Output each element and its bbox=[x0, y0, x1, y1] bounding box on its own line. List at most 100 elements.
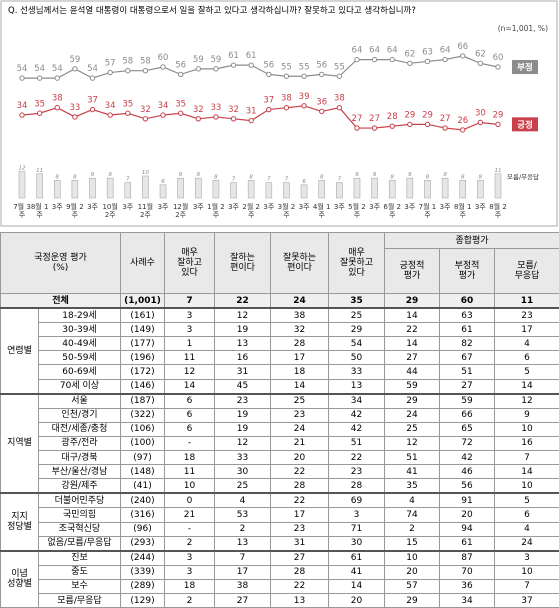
value-cell: 4 bbox=[494, 521, 559, 537]
row-label: 50-59세 bbox=[37, 350, 122, 366]
value-cell: 7 bbox=[494, 578, 559, 594]
bar bbox=[106, 177, 114, 199]
value-cell: 3 bbox=[494, 549, 559, 566]
total-cell: 22 bbox=[214, 293, 272, 310]
value-cell: (129) bbox=[120, 592, 166, 608]
bar-label: 7 bbox=[338, 177, 342, 183]
value-label: 36 bbox=[316, 97, 327, 107]
point bbox=[371, 125, 378, 131]
bar-label: 8 bbox=[479, 174, 483, 180]
value-cell: 2 bbox=[214, 521, 272, 537]
value-label: 66 bbox=[457, 42, 468, 52]
value-cell: 17 bbox=[270, 507, 330, 523]
row-label: 부산/울산/경남 bbox=[37, 464, 122, 480]
point bbox=[213, 114, 219, 120]
value-cell: 23 bbox=[270, 521, 330, 537]
value-cell: 37 bbox=[494, 592, 559, 608]
header-cell: 종합평가 bbox=[384, 232, 559, 249]
value-cell: 41 bbox=[384, 464, 441, 480]
value-cell: 27 bbox=[384, 350, 441, 366]
point bbox=[460, 127, 466, 133]
value-label: 29 bbox=[404, 110, 415, 120]
bar-label: 9 bbox=[179, 172, 183, 178]
point bbox=[195, 116, 201, 122]
value-cell: 6 bbox=[164, 407, 216, 423]
value-label: 54 bbox=[34, 64, 45, 74]
legend-label: 모름/무응답 bbox=[507, 173, 540, 181]
value-label: 32 bbox=[228, 105, 239, 115]
value-cell: 14 bbox=[384, 307, 441, 324]
value-label: 59 bbox=[69, 55, 80, 65]
value-cell: 10 bbox=[384, 549, 441, 566]
value-label: 56 bbox=[263, 60, 274, 70]
bar bbox=[441, 177, 449, 199]
point bbox=[213, 66, 219, 72]
point bbox=[319, 108, 325, 115]
row-label: 조국혁신당 bbox=[37, 521, 122, 537]
x-tick-label: 4월 1주 bbox=[312, 203, 331, 219]
value-cell: 23 bbox=[494, 307, 559, 324]
value-cell: 5 bbox=[494, 364, 559, 380]
value-cell: 27 bbox=[214, 592, 272, 608]
value-cell: 12 bbox=[494, 392, 559, 409]
x-tick-label: 1월 2주 bbox=[207, 203, 225, 219]
value-cell: 53 bbox=[214, 507, 272, 523]
point bbox=[336, 73, 343, 79]
value-cell: 87 bbox=[439, 549, 496, 566]
value-cell: 63 bbox=[439, 307, 496, 324]
value-cell: 3 bbox=[328, 507, 386, 523]
x-tick-label: 6월 2주 bbox=[383, 203, 401, 219]
value-cell: 1 bbox=[164, 336, 216, 352]
bar-label: 8 bbox=[56, 174, 60, 180]
bar bbox=[124, 182, 132, 199]
bar bbox=[177, 177, 184, 199]
row-label: 대구/경북 bbox=[37, 450, 122, 466]
x-tick-label: 3주 bbox=[51, 203, 63, 211]
bar bbox=[371, 177, 378, 199]
bar-label: 7 bbox=[285, 177, 289, 183]
bar-label: 7 bbox=[126, 177, 130, 183]
value-cell: 70 bbox=[439, 564, 496, 580]
value-cell: 16 bbox=[214, 350, 272, 366]
point bbox=[54, 75, 60, 81]
value-cell: 27 bbox=[439, 378, 496, 395]
value-cell: (149) bbox=[120, 322, 166, 338]
point bbox=[72, 66, 78, 72]
value-label: 54 bbox=[87, 64, 98, 74]
row-label: 대전/세종/충청 bbox=[37, 421, 122, 437]
value-label: 31 bbox=[246, 107, 257, 117]
bar-label: 8 bbox=[426, 174, 430, 180]
total-cell: 11 bbox=[494, 293, 559, 310]
bar-label: 8 bbox=[320, 174, 324, 180]
value-cell: 42 bbox=[328, 421, 386, 437]
total-cell: 24 bbox=[270, 293, 330, 310]
row-label: 서울 bbox=[37, 392, 122, 409]
value-cell: 20 bbox=[439, 507, 496, 523]
value-label: 27 bbox=[369, 114, 380, 124]
bar bbox=[424, 180, 431, 199]
value-label: 61 bbox=[246, 51, 257, 61]
value-label: 30 bbox=[475, 109, 486, 119]
value-cell: 7 bbox=[214, 549, 272, 566]
header-cell: 긍정적 평가 bbox=[384, 248, 441, 294]
point bbox=[424, 58, 431, 65]
bar bbox=[406, 177, 414, 199]
point bbox=[319, 71, 325, 78]
value-cell: 13 bbox=[214, 535, 272, 552]
bar bbox=[159, 184, 167, 199]
value-label: 55 bbox=[334, 62, 345, 72]
value-cell: 14 bbox=[384, 336, 441, 352]
value-cell: (97) bbox=[120, 450, 166, 466]
value-cell: (244) bbox=[120, 549, 166, 566]
value-label: 26 bbox=[457, 116, 468, 126]
bar-label: 11 bbox=[495, 168, 502, 174]
point bbox=[354, 56, 360, 63]
value-cell: 9 bbox=[494, 407, 559, 423]
row-label: 국민의힘 bbox=[37, 507, 122, 523]
row-label: 보수 bbox=[37, 578, 122, 594]
value-label: 34 bbox=[17, 101, 28, 111]
point bbox=[160, 112, 166, 118]
bar-label: 9 bbox=[197, 172, 201, 178]
bar bbox=[194, 177, 202, 199]
